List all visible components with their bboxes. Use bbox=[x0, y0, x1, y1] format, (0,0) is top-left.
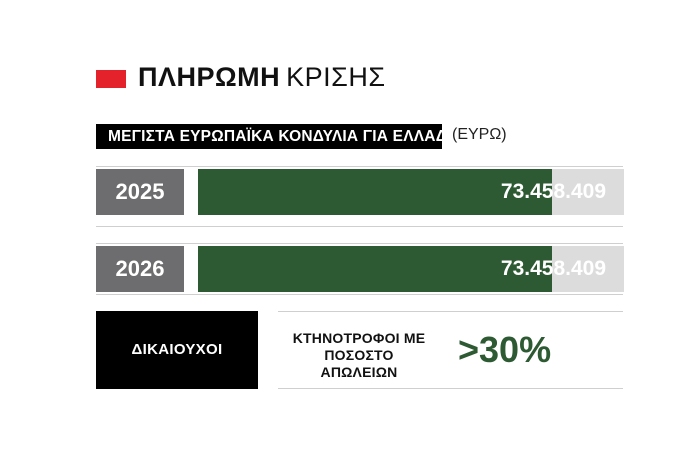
divider bbox=[278, 388, 623, 389]
bar-category-2026: 2026 bbox=[96, 246, 184, 292]
row-separator bbox=[96, 166, 623, 167]
beneficiaries-description-line2: ΠΟΣΟΣΤΟ ΑΠΩΛΕΙΩΝ bbox=[320, 347, 398, 380]
title-bold-part: ΠΛΗΡΩΜΗ bbox=[138, 62, 281, 92]
bar-track-2025: 73.458.409 bbox=[198, 169, 624, 215]
chart-unit: (ΕΥΡΩ) bbox=[452, 126, 507, 143]
bar-2025 bbox=[198, 169, 552, 215]
row-separator bbox=[96, 226, 623, 227]
beneficiaries-description: ΚΤΗΝΟΤΡΟΦΟΙ ΜΕ ΠΟΣΟΣΤΟ ΑΠΩΛΕΙΩΝ bbox=[286, 330, 432, 381]
beneficiaries-description-line1: ΚΤΗΝΟΤΡΟΦΟΙ ΜΕ bbox=[292, 330, 426, 346]
bar-value-label-2026: 73.458.409 bbox=[500, 257, 606, 280]
chart-title: ΜΕΓΙΣΤΑ ΕΥΡΩΠΑΪΚΑ ΚΟΝΔΥΛΙΑ ΓΙΑ ΕΛΛΑΔΑ bbox=[96, 124, 458, 149]
row-separator bbox=[96, 243, 623, 244]
beneficiaries-label: ΔΙΚΑΙΟΥΧΟΙ bbox=[96, 311, 258, 389]
bar-value-label-2025: 73.458.409 bbox=[500, 180, 606, 203]
row-separator bbox=[96, 294, 623, 295]
title-light-part: ΚΡΙΣΗΣ bbox=[286, 62, 386, 92]
bar-2026 bbox=[198, 246, 552, 292]
page-title: ΠΛΗΡΩΜΗ ΚΡΙΣΗΣ bbox=[138, 62, 386, 93]
bar-track-2026: 73.458.409 bbox=[198, 246, 624, 292]
divider bbox=[278, 311, 623, 312]
title-marker bbox=[96, 70, 126, 88]
bar-category-2025: 2025 bbox=[96, 169, 184, 215]
beneficiaries-percentage: >30% bbox=[458, 329, 552, 370]
